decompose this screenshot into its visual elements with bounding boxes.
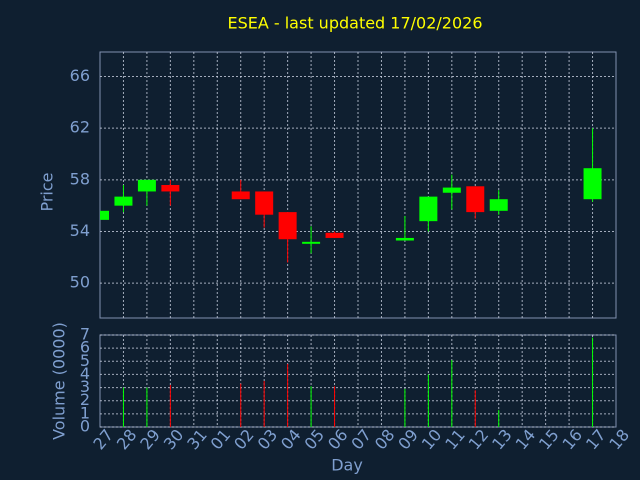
volume-tick-label: 1 bbox=[80, 403, 90, 422]
candle-body bbox=[278, 212, 297, 240]
candle-body bbox=[161, 185, 180, 192]
volume-tick-label: 2 bbox=[80, 390, 90, 409]
y-axis-label: Price bbox=[38, 172, 57, 211]
y-tick-label: 66 bbox=[70, 66, 90, 85]
volume-tick-label: 6 bbox=[80, 338, 90, 357]
volume-tick-label: 7 bbox=[80, 325, 90, 344]
y-tick-label: 58 bbox=[70, 169, 90, 188]
x-axis-label: Day bbox=[331, 456, 363, 475]
y-tick-label: 62 bbox=[70, 118, 90, 137]
candle-body bbox=[489, 199, 508, 211]
candle-body bbox=[395, 237, 414, 241]
candle-body bbox=[114, 196, 133, 206]
volume-axis-label: Volume (0000) bbox=[50, 322, 69, 440]
y-tick-label: 54 bbox=[70, 221, 90, 240]
candle-body bbox=[137, 179, 156, 192]
candle-body bbox=[442, 187, 461, 193]
candle-body bbox=[419, 196, 438, 222]
volume-tick-label: 3 bbox=[80, 377, 90, 396]
candle-body bbox=[302, 241, 321, 244]
candle-body bbox=[325, 232, 344, 238]
candle-body bbox=[231, 191, 250, 200]
candle-body bbox=[583, 168, 602, 200]
volume-tick-label: 4 bbox=[80, 364, 90, 383]
volume-tick-label: 0 bbox=[80, 417, 90, 436]
y-tick-label: 50 bbox=[70, 273, 90, 292]
candle-body bbox=[100, 210, 109, 220]
volume-tick-label: 5 bbox=[80, 351, 90, 370]
candle-body bbox=[466, 186, 485, 213]
candle-body bbox=[255, 191, 274, 215]
chart-title: ESEA - last updated 17/02/2026 bbox=[227, 14, 482, 33]
